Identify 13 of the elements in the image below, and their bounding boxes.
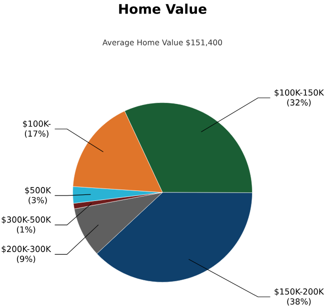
data-label: (17%)	[24, 130, 48, 138]
data-label: (32%)	[287, 99, 311, 107]
slice-label: $500K	[25, 187, 52, 195]
data-label: (1%)	[16, 226, 36, 234]
slice-label: $200K-300K	[2, 246, 52, 254]
slice-label: $100K-150K	[274, 89, 324, 97]
slice-label: $100K-	[23, 120, 51, 128]
data-label: (9%)	[16, 256, 36, 264]
data-label: (3%)	[28, 196, 47, 204]
data-label: (38%)	[287, 298, 311, 306]
slice-label: $150K-200K	[274, 288, 324, 296]
slice-label: $300K-500K	[2, 216, 52, 224]
chart-title: Home Value	[119, 4, 206, 14]
